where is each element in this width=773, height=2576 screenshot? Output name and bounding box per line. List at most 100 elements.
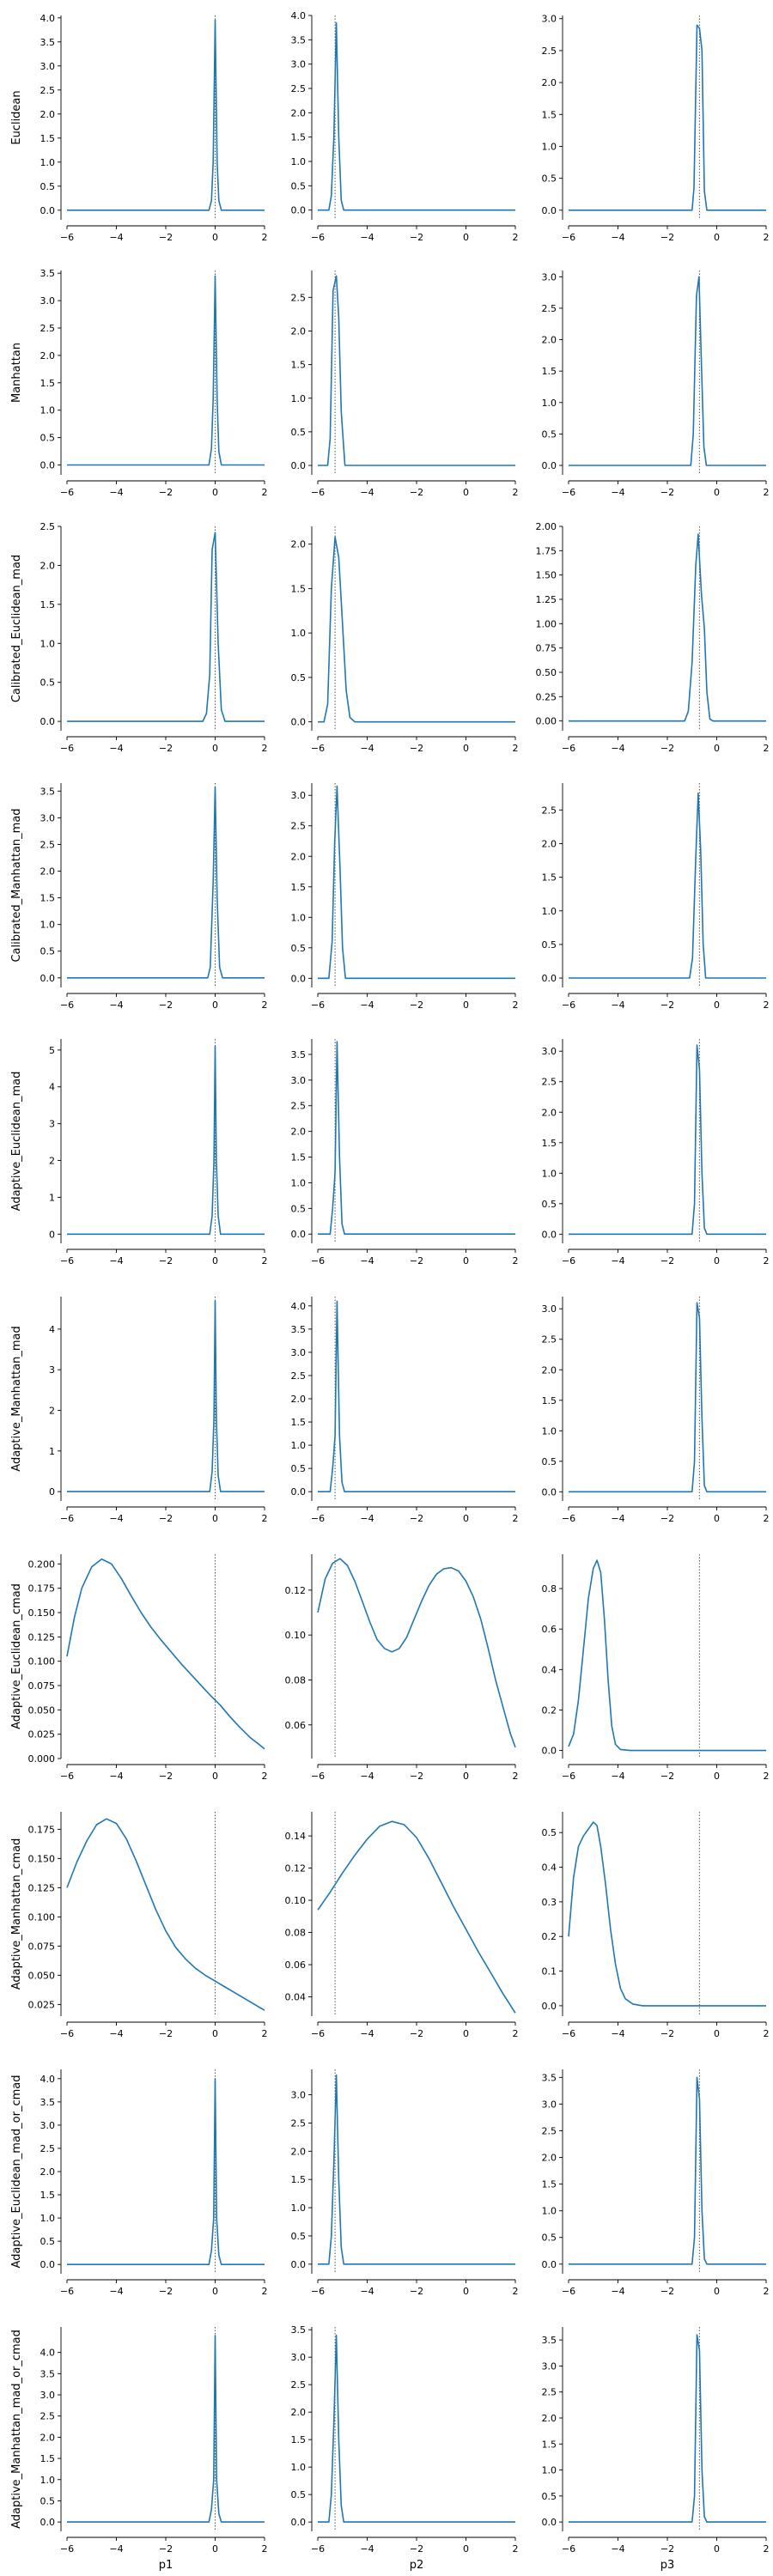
y-tick-label: 2.5	[40, 2411, 56, 2422]
y-tick-label: 0.5	[40, 2236, 56, 2247]
y-tick-label: 0.0	[542, 1229, 557, 1240]
y-tick-label: 2	[49, 1156, 55, 1167]
y-tick-label: 0.5	[40, 2495, 56, 2506]
x-tick-label: −4	[611, 487, 624, 498]
x-tick-label: −6	[60, 2543, 74, 2555]
y-tick-label: 0.000	[28, 1753, 56, 1765]
panel-Adaptive_Manhattan_mad_or_cmad-p1: 0.0 0.5 1.0 1.5 2.0 2.5 3.0 3.5 4.0 −6 −4 −2 0 2 Adapt…	[10, 2327, 268, 2572]
y-tick-label: 3.0	[40, 812, 56, 823]
x-tick-label: 0	[714, 487, 720, 498]
x-tick-label: 0	[714, 743, 720, 754]
y-tick-label: 2.0	[40, 109, 56, 120]
y-axis-label: Adaptive_Manhattan_cmad	[10, 1838, 23, 1990]
x-tick-label: −4	[360, 487, 374, 498]
x-tick-label: 2	[764, 487, 770, 498]
y-tick-label: 2.5	[40, 2143, 56, 2154]
y-tick-label: 3.5	[291, 1324, 307, 1335]
y-tick-label: 1.5	[291, 2174, 307, 2185]
x-tick-label: 0	[463, 2028, 469, 2039]
x-tick-label: −6	[60, 2286, 74, 2297]
x-tick-label: 2	[513, 1255, 519, 1267]
y-tick-label: 0.125	[28, 1631, 56, 1643]
panel-Adaptive_Euclidean_cmad-p1: 0.000 0.025 0.050 0.075 0.100 0.125 0.150 0.175…	[10, 1554, 268, 1782]
x-tick-label: −2	[660, 1513, 674, 1524]
x-tick-label: −2	[660, 743, 674, 754]
x-tick-label: −4	[611, 1513, 624, 1524]
y-tick-label: 3.0	[40, 2120, 56, 2131]
y-tick-label: 2.0	[40, 2166, 56, 2178]
y-tick-label: 3.5	[291, 2324, 307, 2336]
x-tick-label: −6	[311, 487, 325, 498]
y-tick-label: 0.0	[542, 1486, 557, 1498]
y-tick-label: 0.06	[285, 1720, 307, 1731]
panel-Calibrated_Euclidean_mad-p2: 0.0 0.5 1.0 1.5 2.0 −6 −4 −2 0 2	[291, 526, 519, 754]
y-tick-label: 3.0	[291, 2352, 307, 2363]
x-tick-label: 2	[764, 999, 770, 1011]
x-tick-label: −2	[410, 1255, 423, 1267]
x-tick-label: 2	[513, 232, 519, 243]
density-line	[318, 2334, 515, 2523]
y-axis-label: Adaptive_Manhattan_mad_or_cmad	[10, 2330, 23, 2529]
y-tick-label: 2.5	[542, 46, 557, 57]
y-tick-label: 0.025	[28, 1729, 56, 1741]
y-tick-label: 1.0	[40, 405, 56, 416]
x-tick-label: 0	[212, 1255, 218, 1267]
panel-Calibrated_Euclidean_mad-p1: 0.0 0.5 1.0 1.5 2.0 2.5 −6 −4 −2 0 2 Calibrated_Euc…	[10, 521, 268, 754]
x-tick-label: 2	[262, 2286, 268, 2297]
x-tick-label: 2	[513, 2543, 519, 2555]
y-tick-label: 0.5	[542, 2233, 557, 2244]
x-tick-label: 0	[463, 232, 469, 243]
y-tick-label: 1.0	[291, 156, 307, 167]
panel-Adaptive_Euclidean_mad_or_cmad-p3: 0.0 0.5 1.0 1.5 2.0 2.5 3.0 3.5 −6 −4 −2 0 2	[542, 2069, 770, 2297]
y-tick-label: 1.75	[536, 545, 557, 556]
density-line	[318, 785, 515, 980]
density-line	[67, 19, 265, 211]
y-tick-label: 0.5	[542, 2491, 557, 2502]
panel-Adaptive_Manhattan_mad_or_cmad-p2: 0.0 0.5 1.0 1.5 2.0 2.5 3.0 3.5 −6 −4 −2 0 2 p2	[291, 2324, 519, 2572]
x-tick-label: −4	[611, 999, 624, 1011]
y-tick-label: 2.5	[542, 303, 557, 314]
x-tick-label: −4	[360, 1513, 374, 1524]
y-tick-label: 1.5	[291, 882, 307, 893]
x-tick-label: −2	[660, 487, 674, 498]
y-tick-label: 2.5	[40, 521, 56, 532]
y-tick-label: 0.150	[28, 1853, 56, 1864]
y-tick-label: 1.0	[291, 2462, 307, 2473]
x-tick-label: 0	[212, 2286, 218, 2297]
y-tick-label: 0.12	[285, 1585, 307, 1596]
y-tick-label: 1.5	[291, 583, 307, 594]
y-tick-label: 0.08	[285, 1928, 307, 1939]
y-tick-label: 1.5	[542, 1138, 557, 1149]
x-tick-label: 0	[212, 2543, 218, 2555]
x-tick-label: 2	[262, 999, 268, 1011]
y-tick-label: 0.100	[28, 1911, 56, 1923]
y-tick-label: 1.0	[542, 1168, 557, 1179]
x-tick-label: 2	[764, 743, 770, 754]
y-tick-label: 2.5	[291, 2379, 307, 2391]
y-tick-label: 0.0	[291, 717, 307, 728]
x-tick-label: −6	[60, 232, 74, 243]
x-tick-label: 2	[262, 487, 268, 498]
x-tick-label: 2	[262, 2028, 268, 2039]
x-tick-label: 2	[513, 1771, 519, 1782]
x-tick-label: 0	[714, 232, 720, 243]
density-line	[569, 533, 766, 722]
x-tick-label: 0	[714, 2286, 720, 2297]
y-tick-label: 3.0	[542, 271, 557, 283]
y-tick-label: 0.100	[28, 1656, 56, 1668]
y-tick-label: 0.5	[291, 2231, 307, 2242]
y-tick-label: 3.5	[40, 2368, 56, 2379]
x-tick-label: −6	[60, 999, 74, 1011]
y-tick-label: 3.5	[542, 2335, 557, 2346]
y-tick-label: 3.0	[291, 1075, 307, 1086]
y-tick-label: 1.0	[40, 157, 56, 168]
x-tick-label: 0	[463, 1771, 469, 1782]
y-tick-label: 0.5	[542, 939, 557, 951]
y-tick-label: 0.125	[28, 1882, 56, 1893]
y-tick-label: 3.0	[291, 790, 307, 801]
x-tick-label: 0	[463, 2286, 469, 2297]
y-tick-label: 3.0	[542, 2099, 557, 2110]
y-tick-label: 2.0	[542, 1364, 557, 1376]
x-axis-label: p2	[410, 2559, 424, 2572]
y-tick-label: 2.0	[542, 1107, 557, 1118]
